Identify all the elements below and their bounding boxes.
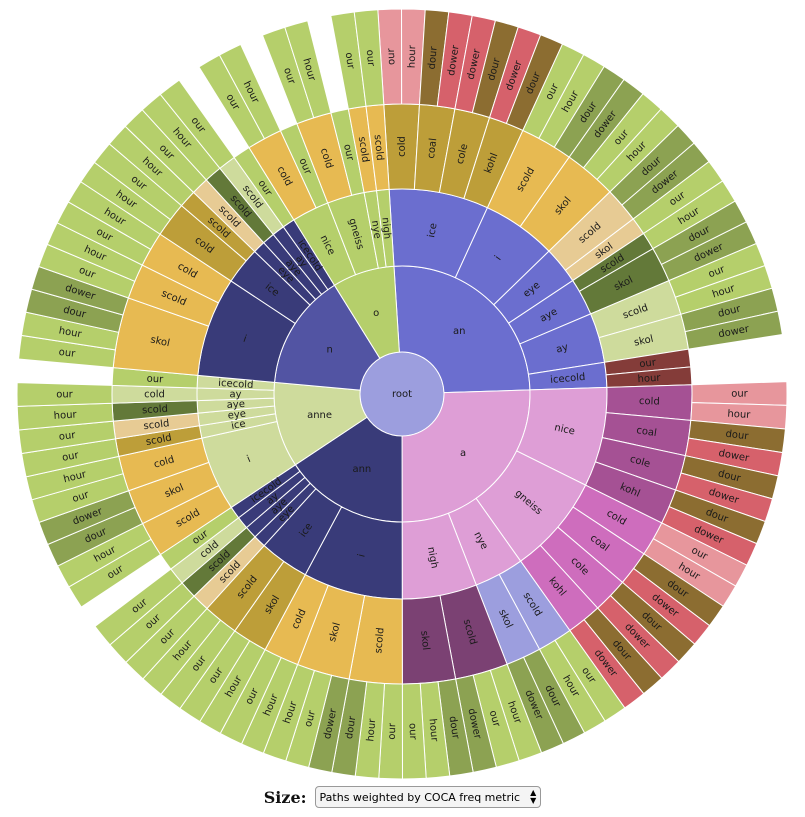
root-label: root [392,389,412,400]
segment-label: dour [446,715,461,740]
segment-label: scold [373,627,386,654]
segment-label: our [386,47,398,65]
segment-label: our [146,374,164,386]
segment-label: hour [637,373,661,385]
segment-label: scold [145,432,173,448]
segment-label: our [407,723,419,741]
segment-label: our [487,709,502,729]
segment-label: dour [725,429,750,443]
segment-label: hour [727,409,751,421]
segment-label: our [61,450,80,464]
segment-label: scold [143,418,170,432]
segment-label: ay [229,389,241,400]
segment-label: i [242,334,248,345]
segment-label: eye [227,409,246,422]
segment-label: our [387,722,399,740]
segment-label: n [327,344,333,355]
segment-label: i [356,553,367,558]
segment-label: anne [307,410,332,421]
segment-label: cole [455,143,471,166]
segment-label: coal [426,138,439,160]
size-select[interactable]: Paths weighted by COCA freq metric ▲ ▼ [314,786,542,808]
segment-label: ice [426,222,439,238]
segment-label: skol [418,630,431,650]
size-label: Size: [263,787,307,807]
segment-label: hour [53,409,77,421]
segment-label: cold [639,396,660,408]
segment-label: our [639,357,658,370]
segment-our[interactable] [353,9,385,107]
segment-label: scold [142,404,169,417]
segment-label: our [343,52,357,71]
segment-label: hour [58,325,83,340]
segment-label: skol [633,334,654,349]
segment-label: aye [226,399,245,411]
segment-label: ay [555,342,570,356]
segment-label: our [281,66,297,86]
segment-label: our [731,389,748,400]
segment-label: cold [144,389,165,400]
segment-label: i [246,454,253,465]
segment-label: scold [372,134,385,161]
segment-label: our [341,143,355,162]
segment-label: ice [230,419,246,432]
segment-label: our [58,347,77,360]
segment-label: scold [356,136,371,163]
segment-label: i [493,254,504,263]
size-control: Size: Paths weighted by COCA freq metric… [0,785,805,809]
segment-label: icecold [550,372,586,386]
segment-label: cold [397,136,408,157]
updown-arrow-icon: ▲ ▼ [530,788,537,805]
segment-label: ann [352,464,371,475]
segment-label: our [58,430,77,443]
sunburst-arcs [16,8,788,780]
segment-label: dower [446,44,462,77]
segment-label: a [460,448,466,459]
segment-label: hour [407,44,419,68]
segment-label: nye [369,220,383,240]
segment-label: cold [153,454,176,470]
segment-label: dour [427,45,440,70]
segment-label: nice [553,422,576,437]
segment-label: dour [344,715,358,740]
segment-label: nigh [425,546,440,569]
segment-label: coal [636,425,658,439]
segment-label: hour [427,718,440,743]
segment-label: skol [149,334,170,349]
segment-label: our [56,389,73,400]
segment-label: hour [365,717,378,742]
segment-label: an [453,326,465,337]
segment-label: cole [629,454,652,470]
segment-label: our [71,489,91,505]
segment-label: skol [327,621,343,643]
segment-label: our [303,709,318,729]
segment-label: o [373,308,379,319]
segment-label: nigh [379,217,392,240]
segment-label: icecold [218,378,254,391]
size-select-value: Paths weighted by COCA freq metric [319,790,521,804]
segment-label: our [364,49,377,67]
